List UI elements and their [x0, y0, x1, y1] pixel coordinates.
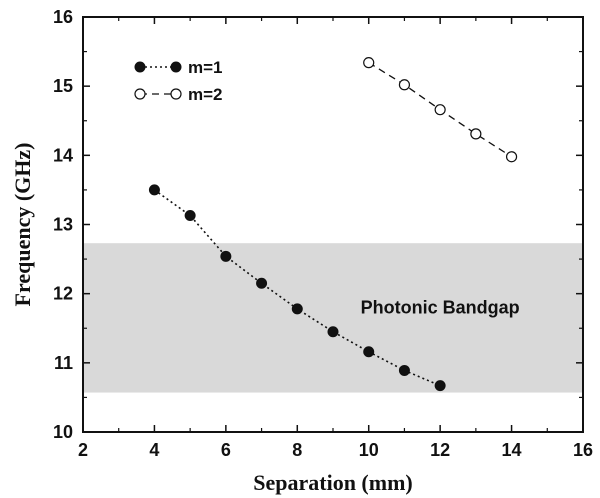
data-point-m=2: [434, 104, 446, 116]
x-tick-label: 4: [149, 440, 159, 460]
data-point-m=2: [398, 79, 411, 91]
y-tick-label: 16: [53, 7, 73, 27]
y-axis-label: Frequency (GHz): [10, 143, 35, 307]
y-tick-label: 12: [53, 284, 73, 304]
axis-ticks: [82, 16, 584, 433]
data-point-m=1: [148, 184, 160, 196]
x-tick-label: 6: [221, 440, 231, 460]
legend-marker-m=2: [134, 88, 146, 100]
x-tick-label: 2: [78, 440, 88, 460]
legend-label-m=2: m=2: [188, 85, 223, 104]
axis-tick-labels: 2 4 6 8 10 12 14 16 10 11 12 13 14 15 16: [53, 7, 593, 460]
y-tick-label: 11: [54, 353, 73, 373]
x-tick-label: 16: [573, 440, 593, 460]
data-point-m=1: [327, 326, 339, 338]
data-point-m=1: [220, 250, 232, 262]
y-tick-label: 10: [53, 422, 73, 442]
data-point-m=1: [434, 380, 446, 392]
series-markers: [148, 57, 518, 392]
legend-marker-m=1: [170, 61, 182, 73]
data-point-m=1: [184, 210, 196, 222]
data-point-m=1: [363, 346, 375, 358]
legend-label-m=1: m=1: [188, 58, 223, 77]
y-tick-label: 14: [53, 145, 73, 165]
x-tick-label: 12: [430, 440, 450, 460]
legend-marker-m=1: [134, 61, 146, 73]
data-point-m=1: [291, 303, 303, 315]
data-point-m=1: [398, 364, 410, 376]
data-point-m=2: [505, 151, 518, 163]
bandgap-region: [83, 243, 583, 393]
x-tick-label: 8: [292, 440, 302, 460]
legend: m=1m=2: [134, 58, 223, 104]
y-tick-label: 13: [53, 215, 73, 235]
legend-marker-m=2: [170, 88, 182, 100]
x-tick-label: 10: [359, 440, 379, 460]
y-tick-label: 15: [53, 76, 73, 96]
bandgap-label: Photonic Bandgap: [361, 298, 520, 318]
x-axis-label: Separation (mm): [253, 470, 412, 495]
data-point-m=1: [256, 277, 268, 289]
data-point-m=2: [363, 57, 375, 69]
data-point-m=2: [470, 128, 482, 140]
x-tick-label: 14: [502, 440, 522, 460]
